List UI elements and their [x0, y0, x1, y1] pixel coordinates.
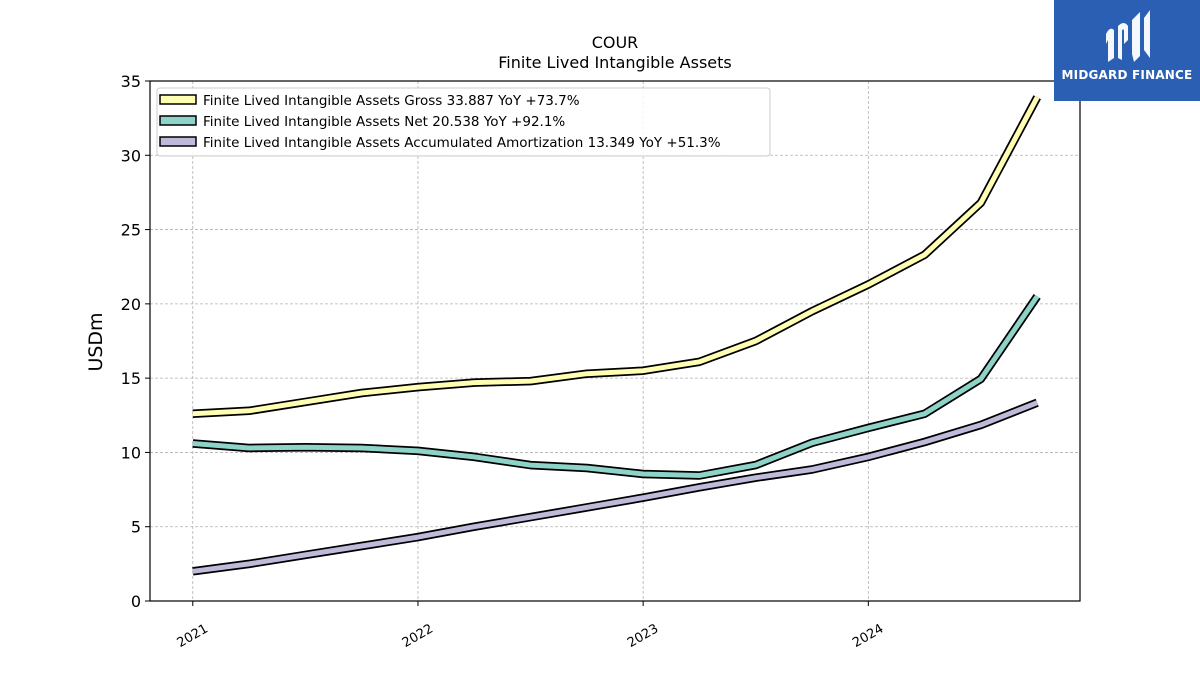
y-tick-label: 10	[121, 443, 141, 462]
legend-label: Finite Lived Intangible Assets Net 20.53…	[203, 114, 565, 130]
y-axis: 0 5 10 15 20 25 30 35	[121, 72, 150, 611]
y-tick-label: 35	[121, 72, 141, 91]
legend-swatch	[159, 136, 197, 147]
x-tick-label: 2024	[850, 621, 886, 651]
legend-box	[156, 87, 771, 157]
midgard-logo: MIDGARD FINANCE	[1054, 0, 1200, 101]
y-tick-label: 30	[121, 146, 141, 165]
midgard-logo-icon	[1106, 10, 1150, 63]
legend-label: Finite Lived Intangible Assets Gross 33.…	[203, 93, 580, 109]
grid-lines	[150, 80, 1080, 602]
legend: Finite Lived Intangible Assets Gross 33.…	[156, 87, 771, 157]
y-tick-label: 20	[121, 295, 141, 314]
series-line-outline	[192, 398, 1039, 576]
x-tick-label: 2023	[625, 621, 661, 651]
legend-swatch	[159, 115, 197, 126]
x-tick-label: 2021	[175, 621, 211, 651]
y-tick-label: 25	[121, 221, 141, 240]
series-line	[192, 96, 1040, 417]
series-line	[192, 400, 1039, 574]
chart-title: COUR	[592, 33, 639, 52]
y-tick-label: 0	[131, 592, 141, 611]
y-tick-label: 5	[131, 518, 141, 537]
x-axis: 2021 2022 2023 2024	[175, 601, 886, 651]
legend-label: Finite Lived Intangible Assets Accumulat…	[203, 135, 721, 151]
series-line	[192, 294, 1040, 478]
series-lines	[192, 95, 1041, 576]
y-tick-label: 15	[121, 369, 141, 388]
plot-frame	[149, 80, 1081, 602]
x-tick-label: 2022	[400, 621, 436, 651]
legend-swatch	[159, 94, 197, 105]
chart-subtitle: Finite Lived Intangible Assets	[498, 53, 731, 72]
logo-text: MIDGARD FINANCE	[1061, 68, 1193, 82]
y-axis-label: USDm	[85, 312, 107, 371]
